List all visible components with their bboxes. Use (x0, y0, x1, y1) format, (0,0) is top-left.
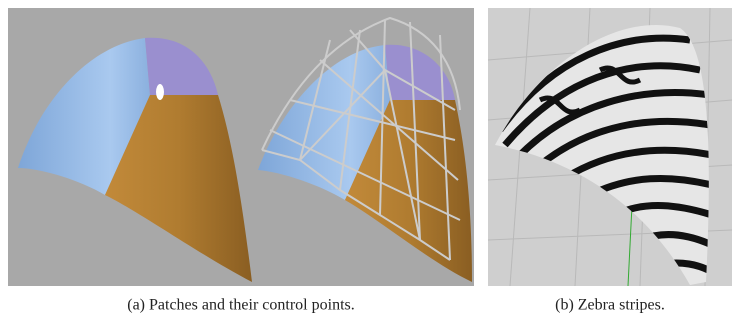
page: (a) Patches and their control points. (b… (0, 0, 740, 324)
caption-a: (a) Patches and their control points. (127, 297, 355, 314)
highlight (156, 84, 164, 100)
figure: (a) Patches and their control points. (b… (0, 0, 740, 324)
caption-b: (b) Zebra stripes. (555, 297, 665, 314)
